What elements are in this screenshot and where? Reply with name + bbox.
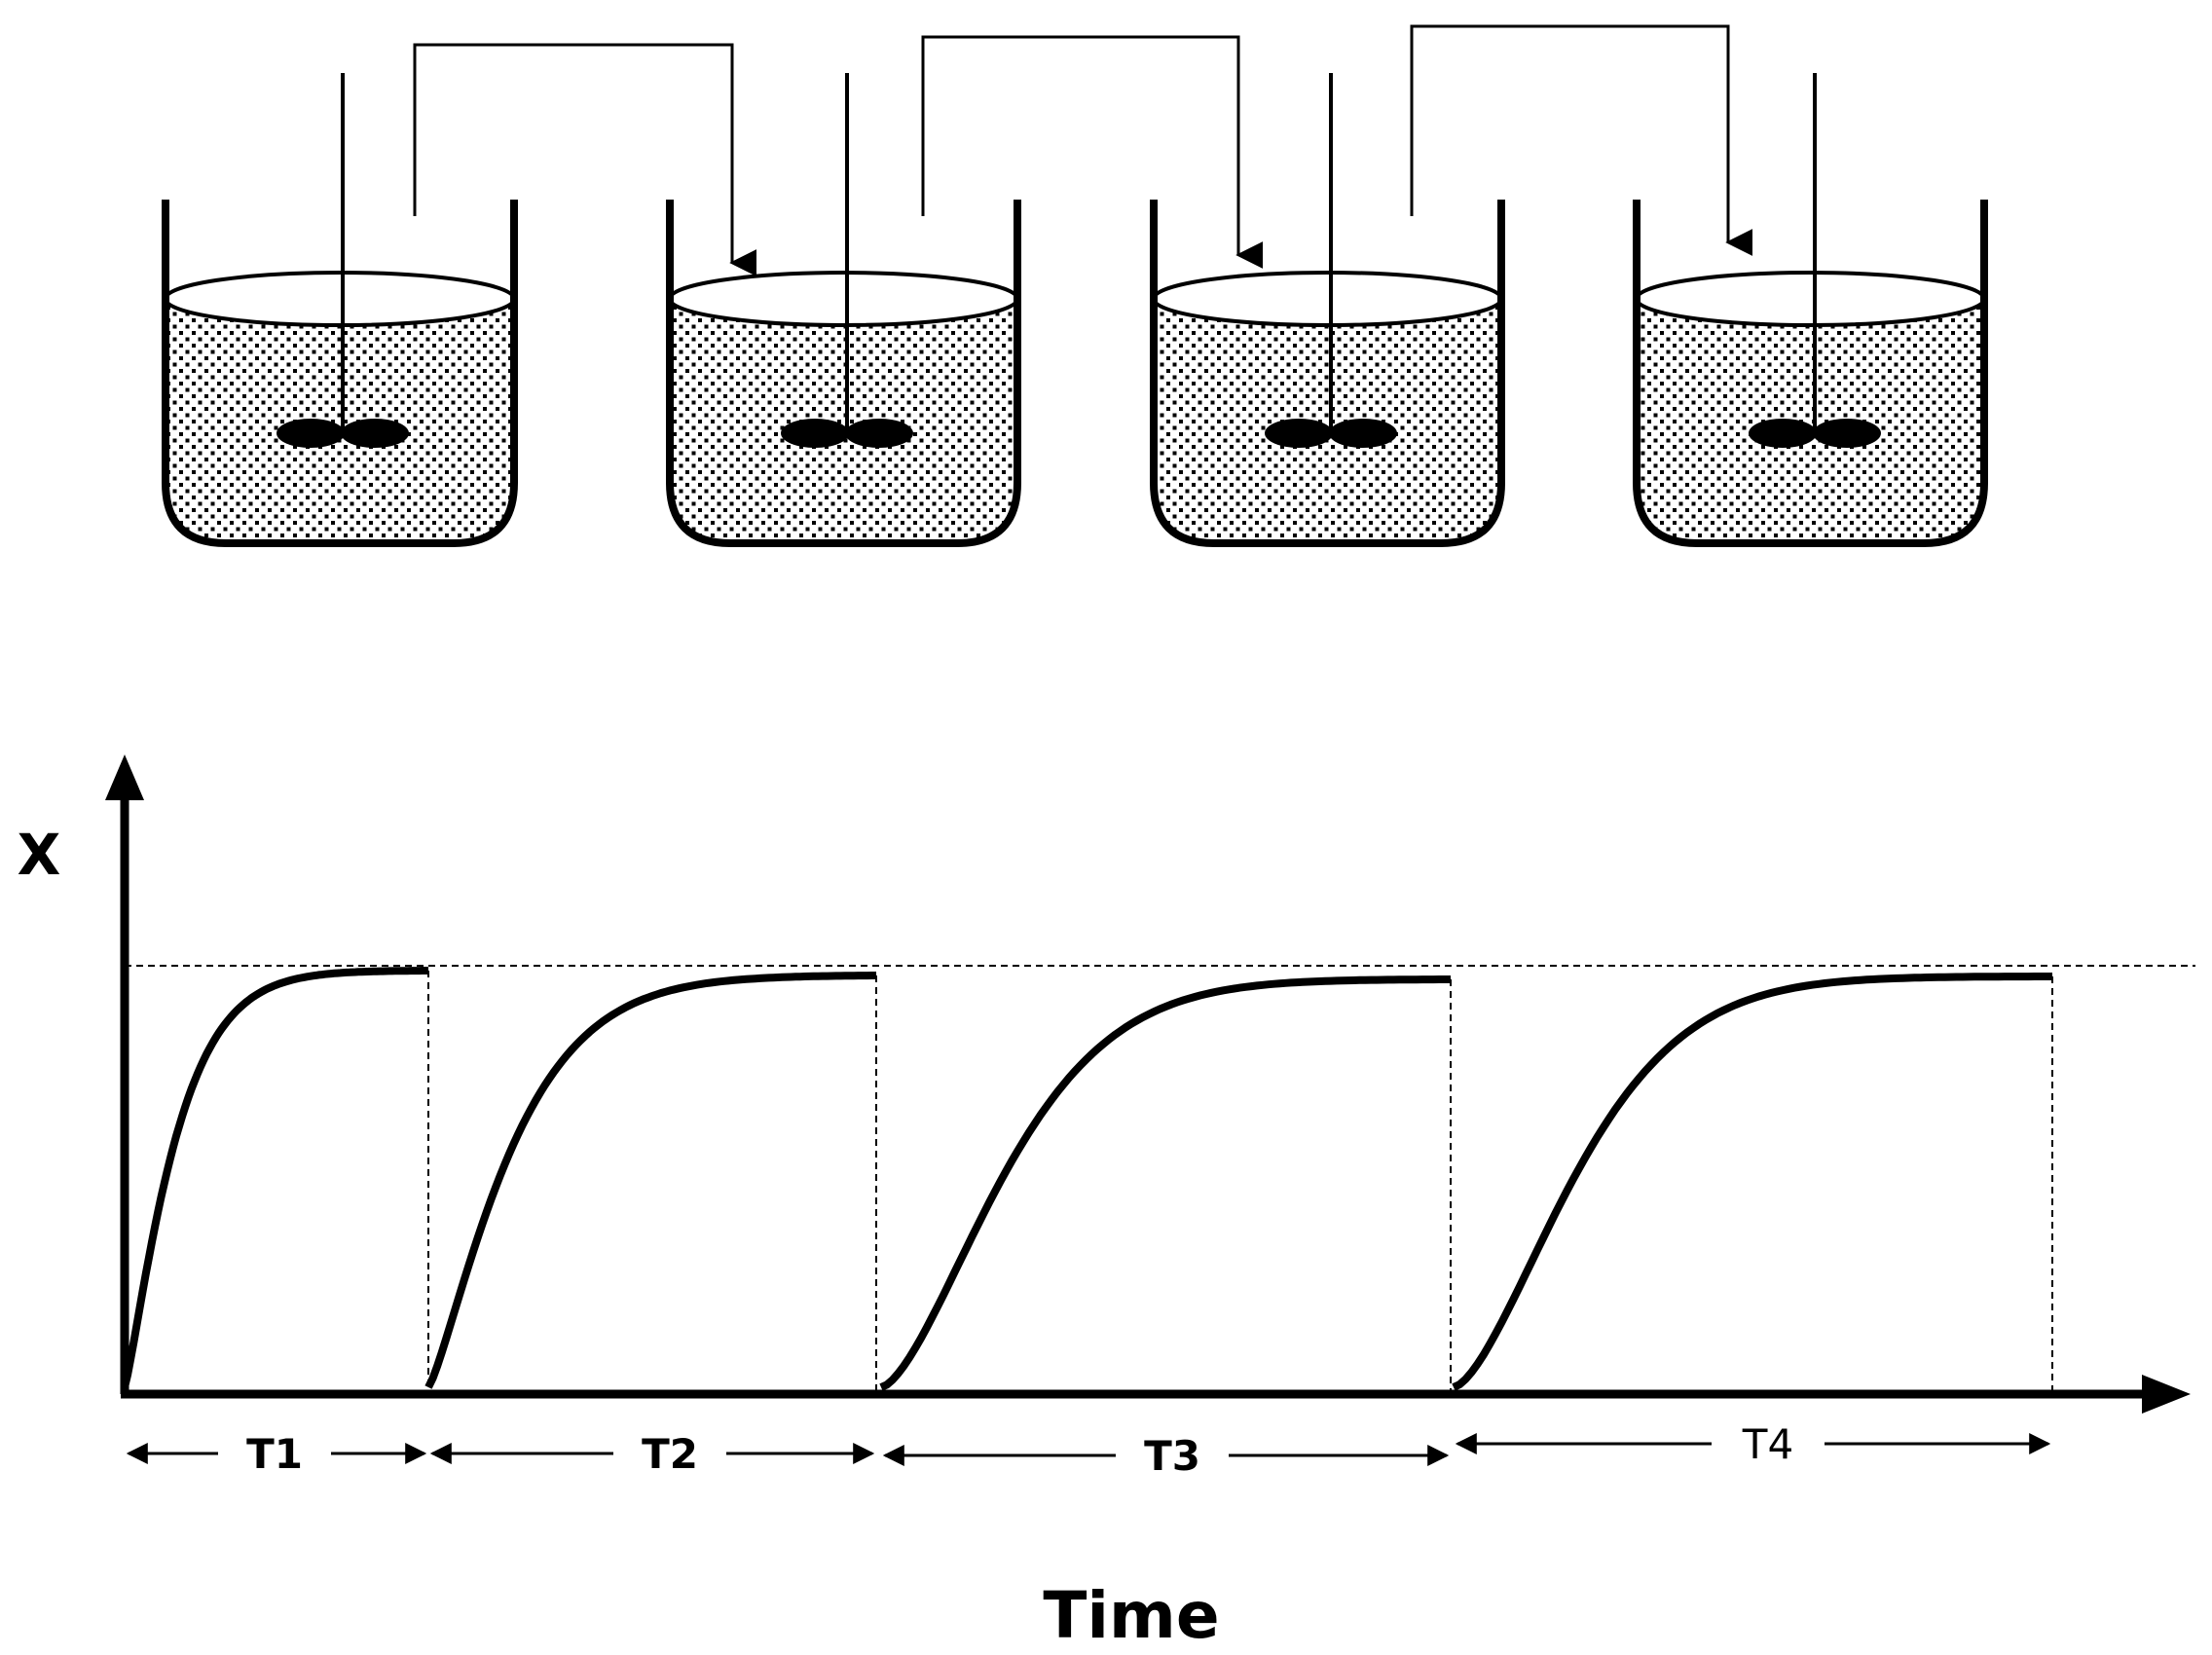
growth-curve (879, 975, 1451, 1391)
transfer-arrow (413, 43, 757, 276)
interval-marker: T1 (126, 1430, 427, 1478)
vessel-wall (162, 200, 518, 547)
transfer-arrows (413, 24, 1753, 276)
growth-curve (1452, 973, 2052, 1391)
culture-vessel (1150, 73, 1505, 547)
culture-medium (166, 299, 514, 543)
interval-label: T2 (642, 1430, 698, 1478)
vessel-wall (1150, 200, 1505, 547)
culture-medium (670, 299, 1017, 543)
interval-marker: T2 (429, 1430, 875, 1478)
impeller-blade (276, 419, 345, 448)
growth-graph: X Time T1 T2 T3 T4 (18, 754, 2195, 1653)
culture-medium (1154, 299, 1501, 543)
liquid-surface (668, 271, 1019, 327)
liquid-surface (164, 271, 516, 327)
impeller-blade (845, 419, 913, 448)
culture-vessel (162, 73, 518, 547)
interval-label: T3 (1144, 1432, 1200, 1480)
impeller-blade (1329, 419, 1397, 448)
culture-vessel (666, 73, 1021, 547)
interval-label: T1 (246, 1430, 303, 1478)
growth-curves (121, 967, 2053, 1392)
interval-markers: T1 T2 T3 T4 (126, 1420, 2051, 1480)
vessel-wall (666, 200, 1021, 547)
culture-medium (1637, 299, 1984, 543)
interval-marker: T3 (882, 1432, 1450, 1480)
transfer-arrow (921, 35, 1264, 269)
liquid-surface (1152, 271, 1503, 327)
vessel-wall (1633, 200, 1988, 547)
impeller-blade (1749, 419, 1817, 448)
vessels (162, 73, 1988, 547)
interval-label: T4 (1742, 1420, 1793, 1468)
transfer-arrow (1410, 24, 1753, 256)
growth-curve (121, 967, 428, 1388)
y-axis-label: X (18, 822, 61, 888)
interval-marker: T4 (1455, 1420, 2051, 1468)
culture-vessel (1633, 73, 1988, 547)
impeller-blade (1813, 419, 1881, 448)
impeller-blade (781, 419, 849, 448)
x-axis-label: Time (1043, 1578, 1219, 1653)
impeller-blade (341, 419, 409, 448)
liquid-surface (1635, 271, 1986, 327)
growth-curve (424, 972, 876, 1389)
x-axis-arrowhead (2142, 1375, 2191, 1414)
impeller-blade (1265, 419, 1333, 448)
y-axis-arrowhead (105, 754, 144, 800)
